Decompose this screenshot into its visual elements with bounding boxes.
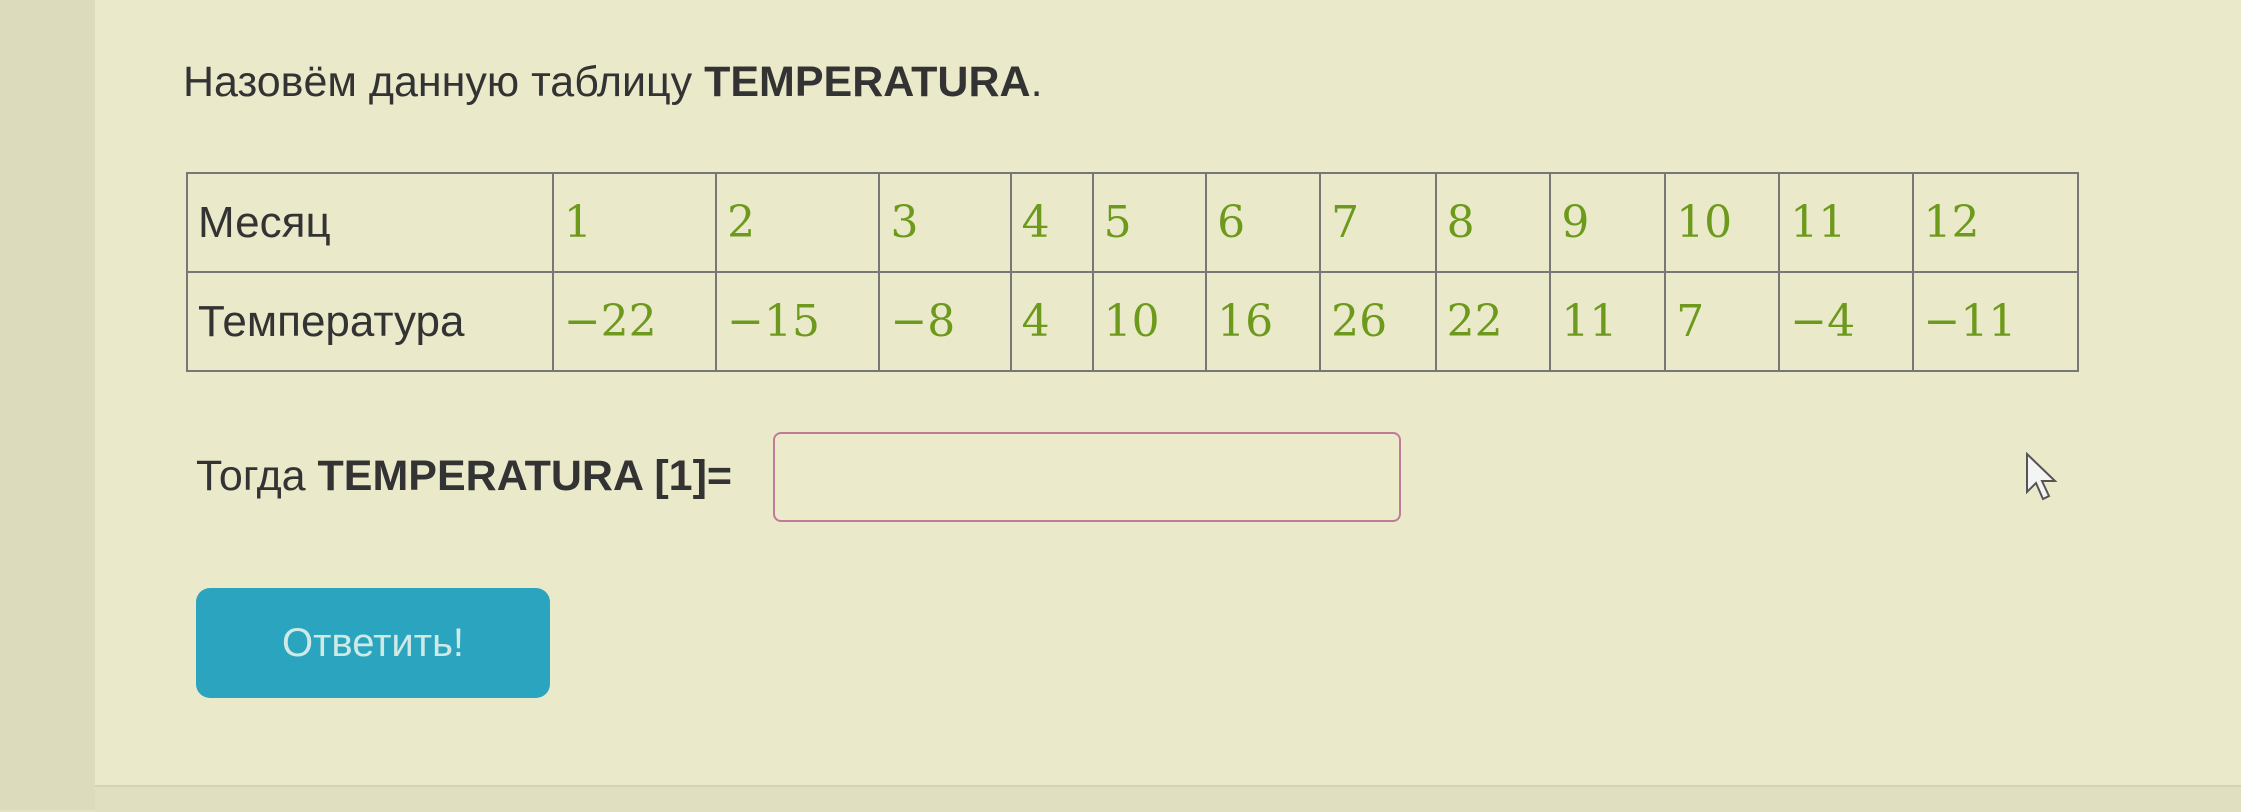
answer-input[interactable] <box>773 432 1401 522</box>
question-text: Тогда TEMPERATURA [1]= <box>196 452 732 501</box>
month-cell: 12 <box>1911 172 2080 273</box>
temperature-cell: 10 <box>1091 271 1208 372</box>
month-cell: 10 <box>1664 172 1781 273</box>
temperature-cell: 7 <box>1664 271 1781 372</box>
intro-period: . <box>1030 58 1043 106</box>
month-cell: 1 <box>551 172 718 273</box>
question-expression: TEMPERATURA [1]= <box>317 452 733 500</box>
month-cell: 7 <box>1319 172 1437 273</box>
table-row-months: Месяц 1 2 3 4 5 6 7 8 9 10 11 12 <box>186 172 2080 273</box>
temperature-cell: −11 <box>1911 271 2080 372</box>
month-cell: 9 <box>1549 172 1667 273</box>
temperature-cell: 22 <box>1434 271 1552 372</box>
mouse-pointer-icon <box>2026 452 2058 501</box>
submit-button[interactable]: Ответить! <box>196 588 550 698</box>
month-cell: 4 <box>1009 172 1094 273</box>
month-cell: 2 <box>715 172 881 273</box>
month-cell: 8 <box>1434 172 1552 273</box>
month-cell: 3 <box>878 172 1012 273</box>
row-header-month: Месяц <box>186 172 554 273</box>
temperature-cell: 16 <box>1205 271 1322 372</box>
temperature-cell: −15 <box>715 271 881 372</box>
panel-bottom-border <box>95 785 2241 812</box>
month-cell: 6 <box>1205 172 1322 273</box>
row-header-temperature: Температура <box>186 271 554 372</box>
temperature-table: Месяц 1 2 3 4 5 6 7 8 9 10 11 12 Температура −22 −15… <box>186 172 2080 372</box>
intro-text: Назовём данную таблицу <box>183 58 705 106</box>
month-cell: 5 <box>1091 172 1208 273</box>
month-cell: 11 <box>1778 172 1914 273</box>
table-row-temperatures: Температура −22 −15 −8 4 10 16 26 22 11 7 −4 −11 <box>186 271 2080 372</box>
temperature-cell: 26 <box>1319 271 1437 372</box>
question-prefix: Тогда <box>196 452 318 500</box>
task-intro: Назовём данную таблицу TEMPERATURA. <box>183 58 1043 107</box>
temperature-cell: −4 <box>1778 271 1914 372</box>
left-margin <box>0 0 95 810</box>
temperature-cell: −22 <box>551 271 718 372</box>
temperature-cell: 4 <box>1009 271 1094 372</box>
table-name: TEMPERATURA <box>704 58 1031 106</box>
temperature-cell: −8 <box>878 271 1012 372</box>
temperature-cell: 11 <box>1549 271 1667 372</box>
